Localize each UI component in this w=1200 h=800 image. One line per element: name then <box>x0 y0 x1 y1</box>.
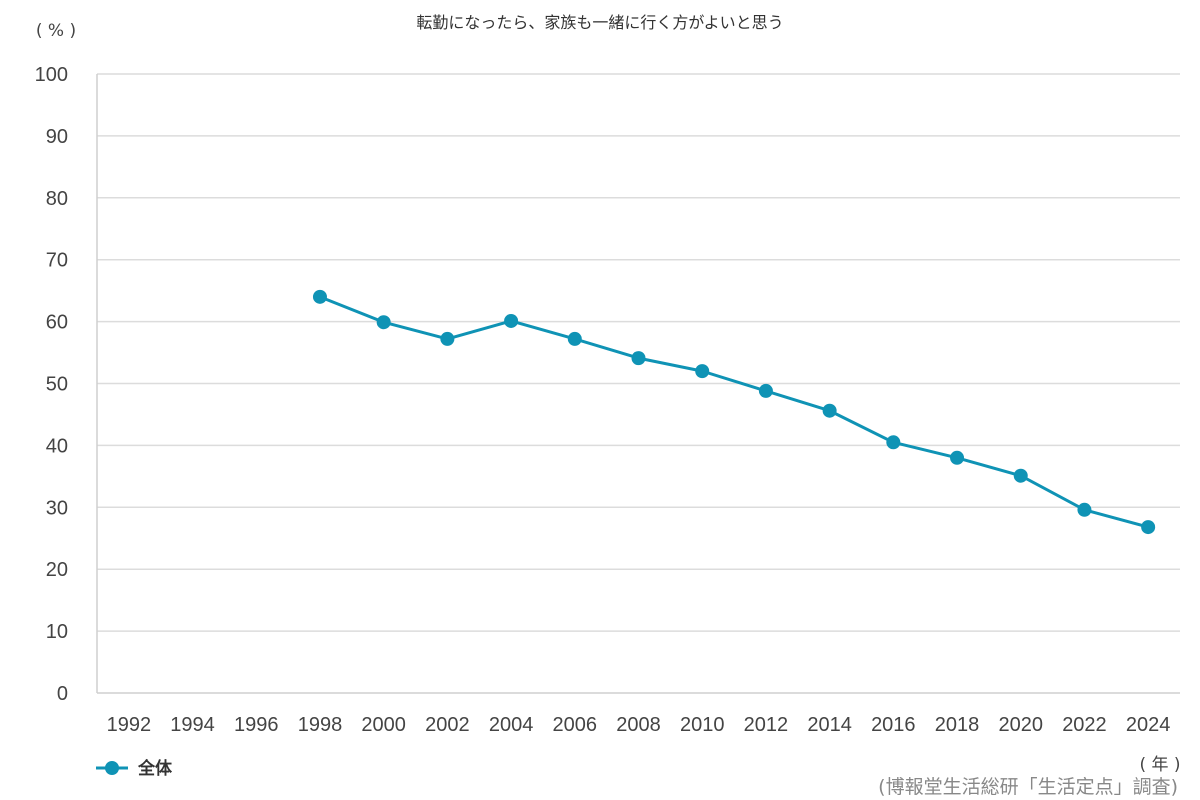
x-tick-label: 2020 <box>998 714 1043 736</box>
data-point <box>312 289 327 304</box>
data-point <box>1141 520 1156 535</box>
data-point <box>822 403 837 418</box>
x-tick-label: 2008 <box>616 714 661 736</box>
x-tick-label: 2022 <box>1062 714 1107 736</box>
x-tick-label: 2004 <box>489 714 534 736</box>
data-point <box>376 315 391 330</box>
y-tick-label: 0 <box>57 683 68 705</box>
data-point <box>758 383 773 398</box>
series-line <box>319 295 1149 529</box>
x-tick-label: 2010 <box>680 714 725 736</box>
x-tick-label: 2014 <box>807 714 852 736</box>
y-tick-label: 20 <box>46 559 68 581</box>
y-tick-label: 40 <box>46 435 68 457</box>
data-point <box>504 313 519 328</box>
y-axis-unit: ( % ) <box>36 21 76 41</box>
data-point <box>695 364 710 379</box>
data-point <box>631 351 646 366</box>
y-tick-label: 80 <box>46 188 68 210</box>
y-tick-label: 100 <box>35 64 68 86</box>
chart-title: 転勤になったら、家族も一緒に行く方がよいと思う <box>416 13 783 32</box>
x-tick-label: 2006 <box>553 714 598 736</box>
data-point <box>567 331 582 346</box>
x-tick-label: 1992 <box>107 714 152 736</box>
data-point <box>1077 502 1092 517</box>
x-tick-label: 2016 <box>871 714 916 736</box>
y-tick-label: 50 <box>46 374 68 396</box>
data-point <box>1013 468 1028 483</box>
legend: 全体 <box>96 758 173 779</box>
source-note: (博報堂生活総研「生活定点」調査) <box>878 776 1178 798</box>
x-tick-label: 1994 <box>170 714 215 736</box>
legend-marker <box>105 761 119 775</box>
x-tick-label: 2024 <box>1126 714 1171 736</box>
y-tick-label: 90 <box>46 126 68 148</box>
data-point <box>950 450 965 465</box>
data-point <box>886 435 901 450</box>
x-tick-label: 2002 <box>425 714 470 736</box>
x-tick-label: 2018 <box>935 714 980 736</box>
y-tick-label: 10 <box>46 621 68 643</box>
x-tick-label: 2000 <box>361 714 406 736</box>
y-tick-label: 70 <box>46 250 68 272</box>
x-tick-label: 1998 <box>298 714 343 736</box>
y-tick-label: 60 <box>46 312 68 334</box>
x-axis-unit: ( 年 ) <box>1139 755 1180 775</box>
x-tick-label: 1996 <box>234 714 279 736</box>
data-point <box>440 331 455 346</box>
x-tick-label: 2012 <box>744 714 789 736</box>
y-tick-label: 30 <box>46 497 68 519</box>
legend-label: 全体 <box>137 758 173 779</box>
